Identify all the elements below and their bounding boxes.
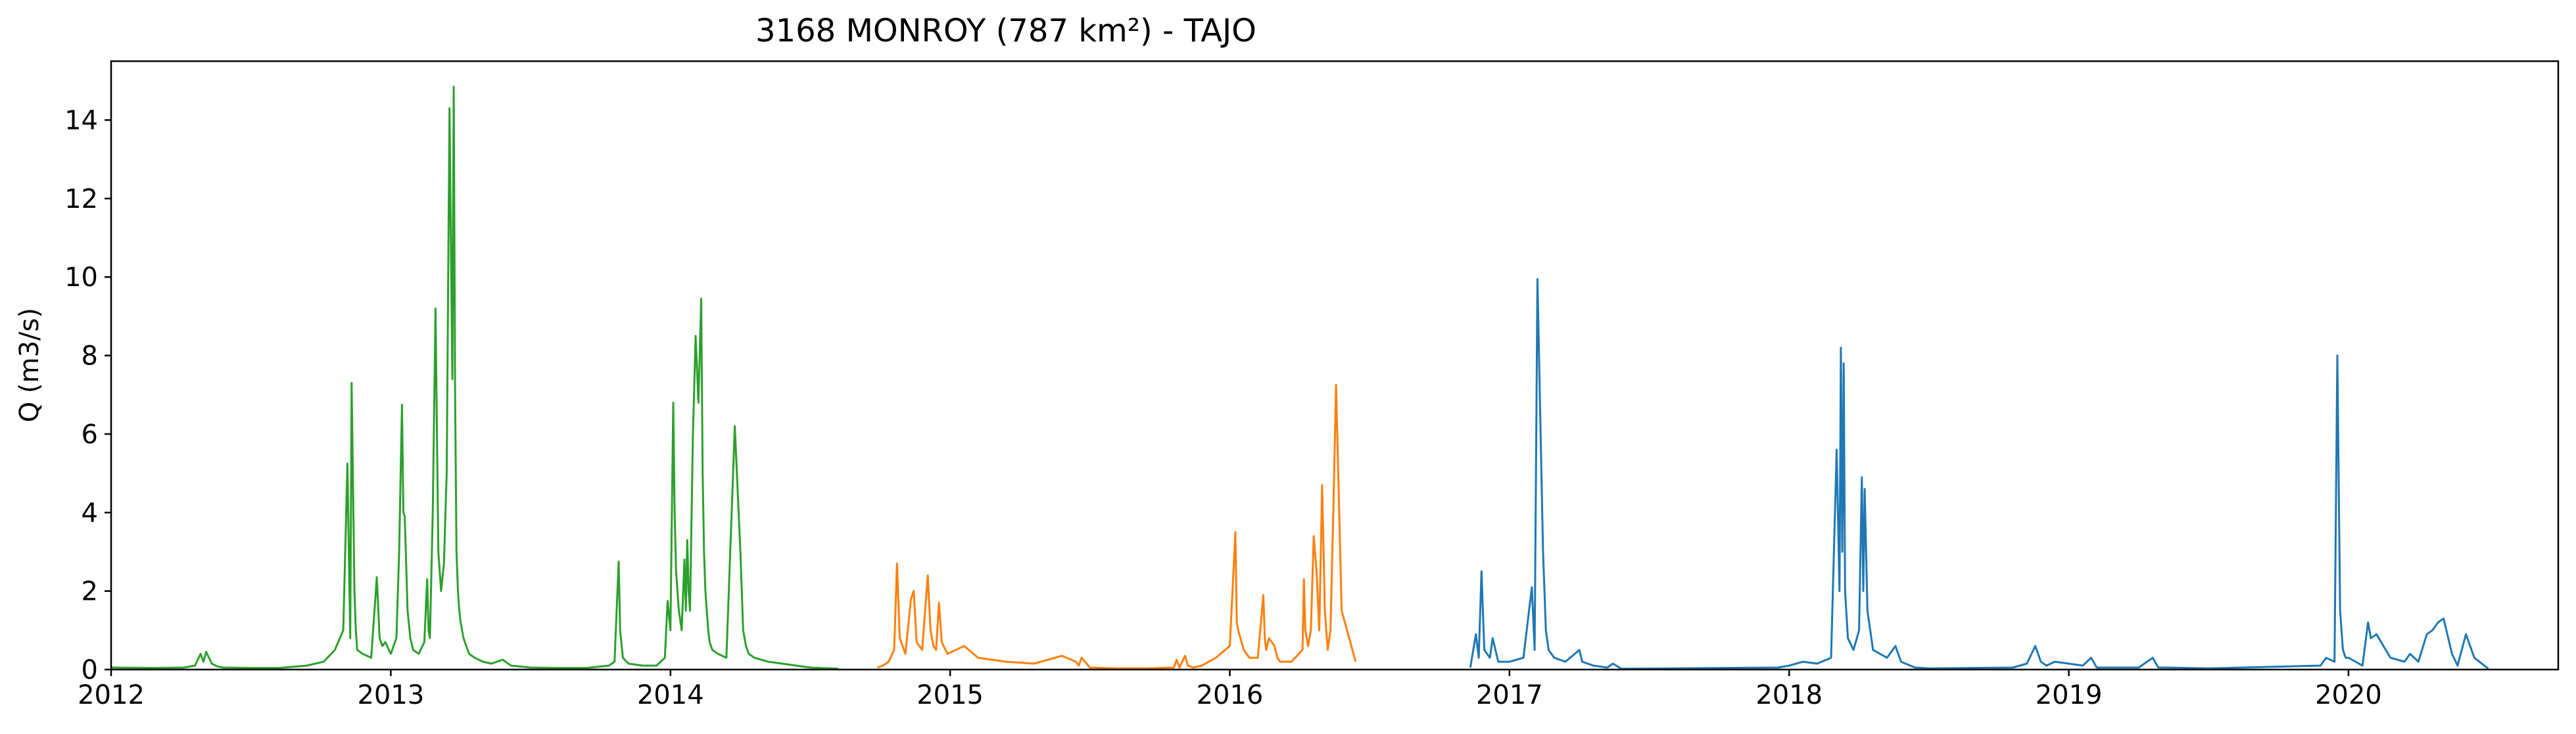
x-tick-label-3: 2015: [917, 680, 984, 710]
plot-frame: [110, 60, 2560, 671]
y-tick-label-4: 8: [82, 341, 98, 372]
y-tick-label-6: 12: [64, 184, 98, 214]
x-tick-label-8: 2020: [2315, 680, 2382, 710]
x-tick-label-2: 2014: [637, 680, 704, 710]
x-axis-ticks: 2012 2013 2014 2015 2016 2017 2018 2019 2020: [78, 670, 2382, 710]
y-axis-ticks: 0 2 4 6 8 10 12 14: [64, 106, 111, 685]
series-layer: [110, 86, 2489, 670]
y-tick-label-1: 2: [82, 577, 98, 607]
y-tick-label-7: 14: [64, 106, 98, 136]
x-tick-label-1: 2013: [357, 680, 424, 710]
series-line-2: [1469, 278, 2489, 670]
x-tick-label-4: 2016: [1197, 680, 1264, 710]
y-tick-label-2: 4: [82, 498, 98, 528]
x-tick-label-0: 2012: [78, 680, 145, 710]
y-tick-label-5: 10: [64, 262, 98, 293]
series-line-1: [877, 383, 1357, 670]
series-line-0: [110, 86, 839, 670]
y-axis-label: Q (m3/s): [14, 308, 45, 422]
y-tick-label-3: 6: [82, 420, 98, 450]
y-tick-label-0: 0: [82, 655, 98, 685]
x-tick-label-5: 2017: [1476, 680, 1543, 710]
chart-title: 3168 MONROY (787 km²) - TAJO: [755, 12, 1256, 49]
x-tick-label-6: 2018: [1755, 680, 1823, 710]
x-tick-label-7: 2019: [2036, 680, 2103, 710]
